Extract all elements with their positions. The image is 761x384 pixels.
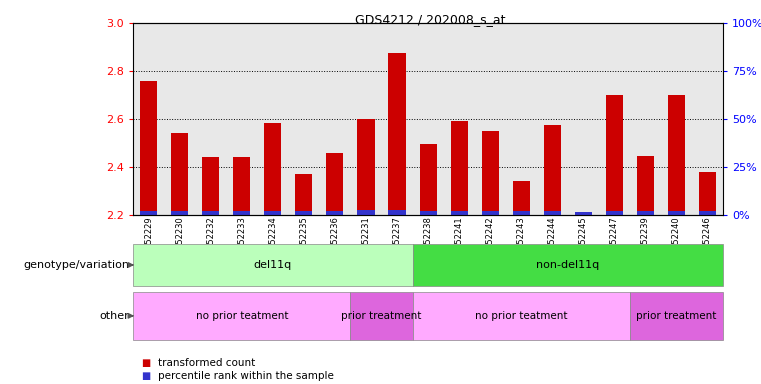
Bar <box>668 95 685 215</box>
Text: transformed count: transformed count <box>158 358 255 368</box>
Bar <box>637 156 654 215</box>
Text: percentile rank within the sample: percentile rank within the sample <box>158 371 333 381</box>
Bar <box>575 212 592 215</box>
Bar <box>451 211 468 215</box>
Bar <box>699 211 716 215</box>
Bar <box>171 134 188 215</box>
Bar <box>140 81 158 215</box>
Bar <box>140 211 158 215</box>
Text: prior treatment: prior treatment <box>342 311 422 321</box>
Bar <box>637 211 654 215</box>
Bar <box>388 210 406 215</box>
Bar <box>202 157 219 215</box>
Bar <box>606 211 622 215</box>
Text: del11q: del11q <box>253 260 292 270</box>
Text: no prior teatment: no prior teatment <box>475 311 568 321</box>
Text: no prior teatment: no prior teatment <box>196 311 288 321</box>
Text: other: other <box>100 311 129 321</box>
Bar <box>543 211 561 215</box>
Bar <box>513 182 530 215</box>
Bar <box>699 172 716 215</box>
Bar <box>234 157 250 215</box>
Bar <box>326 211 343 215</box>
Bar <box>482 211 498 215</box>
Bar <box>358 210 374 215</box>
Bar <box>388 53 406 215</box>
Bar <box>358 119 374 215</box>
Bar <box>543 125 561 215</box>
Bar <box>234 211 250 215</box>
Text: non-del11q: non-del11q <box>536 260 600 270</box>
Bar <box>264 122 282 215</box>
Bar <box>202 211 219 215</box>
Text: ■: ■ <box>141 358 150 368</box>
Bar <box>575 213 592 215</box>
Bar <box>451 121 468 215</box>
Bar <box>419 211 437 215</box>
Bar <box>668 211 685 215</box>
Bar <box>295 211 313 215</box>
Bar <box>326 153 343 215</box>
Bar <box>482 131 498 215</box>
Text: prior treatment: prior treatment <box>636 311 717 321</box>
Text: ■: ■ <box>141 371 150 381</box>
Bar <box>513 211 530 215</box>
Bar <box>264 211 282 215</box>
Text: GDS4212 / 202008_s_at: GDS4212 / 202008_s_at <box>355 13 505 26</box>
Bar <box>606 95 622 215</box>
Bar <box>171 211 188 215</box>
Text: genotype/variation: genotype/variation <box>24 260 129 270</box>
Bar <box>419 144 437 215</box>
Bar <box>295 174 313 215</box>
